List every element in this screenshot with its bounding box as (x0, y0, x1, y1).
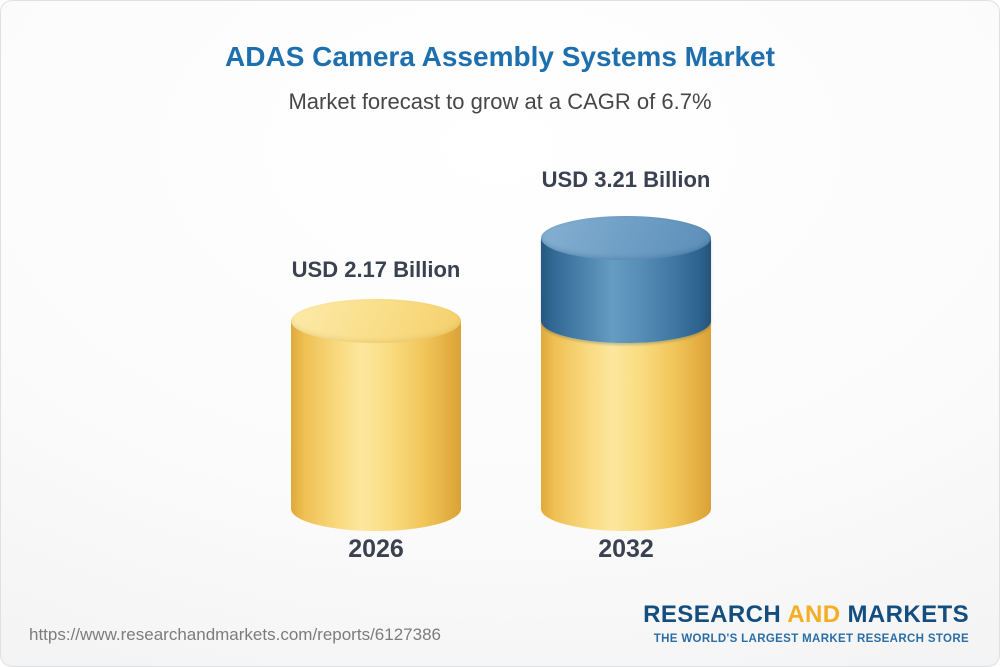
page-title: ADAS Camera Assembly Systems Market (225, 41, 775, 72)
brand-word-markets: MARKETS (847, 601, 969, 628)
brand-word-research: RESEARCH (643, 601, 782, 628)
bar-2026-cylinder-body (291, 321, 461, 531)
category-label-2032: 2032 (598, 535, 654, 563)
source-url: https://www.researchandmarkets.com/repor… (29, 625, 441, 644)
page-subtitle: Market forecast to grow at a CAGR of 6.7… (288, 89, 712, 114)
value-label-2032: USD 3.21 Billion (541, 167, 711, 192)
bar-2032-cylinder-top (541, 216, 711, 260)
bar-2026-cylinder-top (291, 299, 461, 343)
bar-2032-base-segment (541, 321, 711, 531)
brand-word-and: AND (787, 601, 841, 628)
brand-logo: RESEARCH AND MARKETS THE WORLD'S LARGEST… (643, 601, 969, 645)
value-label-2026: USD 2.17 Billion (291, 257, 461, 282)
category-label-2026: 2026 (348, 535, 404, 563)
brand-wordmark: RESEARCH AND MARKETS (643, 601, 969, 629)
brand-tagline: THE WORLD'S LARGEST MARKET RESEARCH STOR… (653, 633, 969, 645)
